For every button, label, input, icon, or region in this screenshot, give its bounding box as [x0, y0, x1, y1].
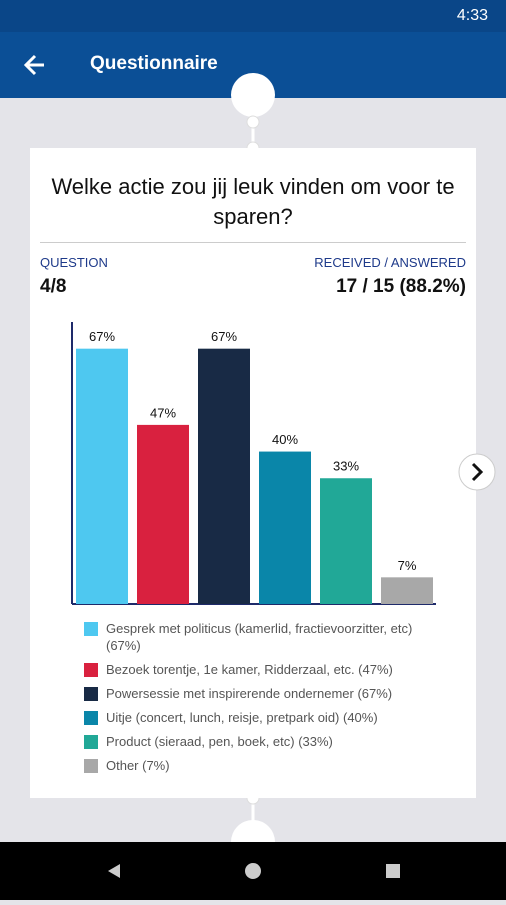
legend-item: Powersessie met inspirerende ondernemer … — [84, 685, 444, 702]
nav-home[interactable] — [245, 863, 261, 879]
app-title: Questionnaire — [90, 53, 218, 74]
legend-swatch — [84, 663, 98, 677]
legend-label: Bezoek torentje, 1e kamer, Ridderzaal, e… — [106, 662, 393, 677]
bar — [137, 424, 189, 604]
question-value: 4/8 — [40, 276, 67, 297]
legend: Gesprek met politicus (kamerlid, fractie… — [84, 620, 444, 781]
legend-swatch — [84, 759, 98, 773]
legend-swatch — [84, 711, 98, 725]
legend-item: Bezoek torentje, 1e kamer, Ridderzaal, e… — [84, 661, 444, 678]
bar — [76, 348, 128, 604]
bar — [381, 577, 433, 604]
value-label: 7% — [398, 558, 417, 573]
bar — [198, 348, 250, 604]
value-label: 33% — [333, 459, 359, 474]
value-label: 67% — [89, 329, 115, 344]
legend-item: Product (sieraad, pen, boek, etc) (33%) — [84, 733, 444, 750]
legend-item: Uitje (concert, lunch, reisje, pretpark … — [84, 709, 444, 726]
legend-swatch — [84, 687, 98, 701]
nav-icons — [108, 863, 400, 879]
nav-recent[interactable] — [386, 864, 400, 878]
next-icon — [471, 462, 484, 482]
value-label: 47% — [150, 405, 176, 420]
received-value: 17 / 15 (88.2%) — [336, 276, 466, 297]
legend-label: Uitje (concert, lunch, reisje, pretpark … — [106, 710, 378, 725]
next-button[interactable] — [458, 453, 496, 491]
legend-swatch — [84, 735, 98, 749]
status-bar: 4:33 — [0, 0, 506, 32]
question-text: Welke actie zou jij leuk vinden om voor … — [51, 174, 455, 229]
legend-item: Gesprek met politicus (kamerlid, fractie… — [84, 620, 444, 654]
bar — [259, 451, 311, 604]
legend-label: Product (sieraad, pen, boek, etc) (33%) — [106, 734, 333, 749]
bar — [320, 478, 372, 604]
legend-swatch — [84, 622, 98, 636]
nav-back[interactable] — [108, 864, 120, 878]
legend-label: Powersessie met inspirerende ondernemer … — [106, 686, 393, 701]
value-label: 67% — [211, 329, 237, 344]
legend-label: Gesprek met politicus (kamerlid, fractie… — [106, 621, 413, 653]
legend-item: Other (7%) — [84, 757, 444, 774]
nav-bar — [0, 842, 506, 900]
clock: 4:33 — [456, 7, 488, 24]
legend-label: Other (7%) — [106, 758, 170, 773]
divider — [40, 242, 466, 243]
received-label: RECEIVED / ANSWERED — [314, 255, 466, 270]
value-label: 40% — [272, 432, 298, 447]
back-button[interactable] — [22, 52, 48, 78]
question-label: QUESTION — [40, 255, 108, 270]
